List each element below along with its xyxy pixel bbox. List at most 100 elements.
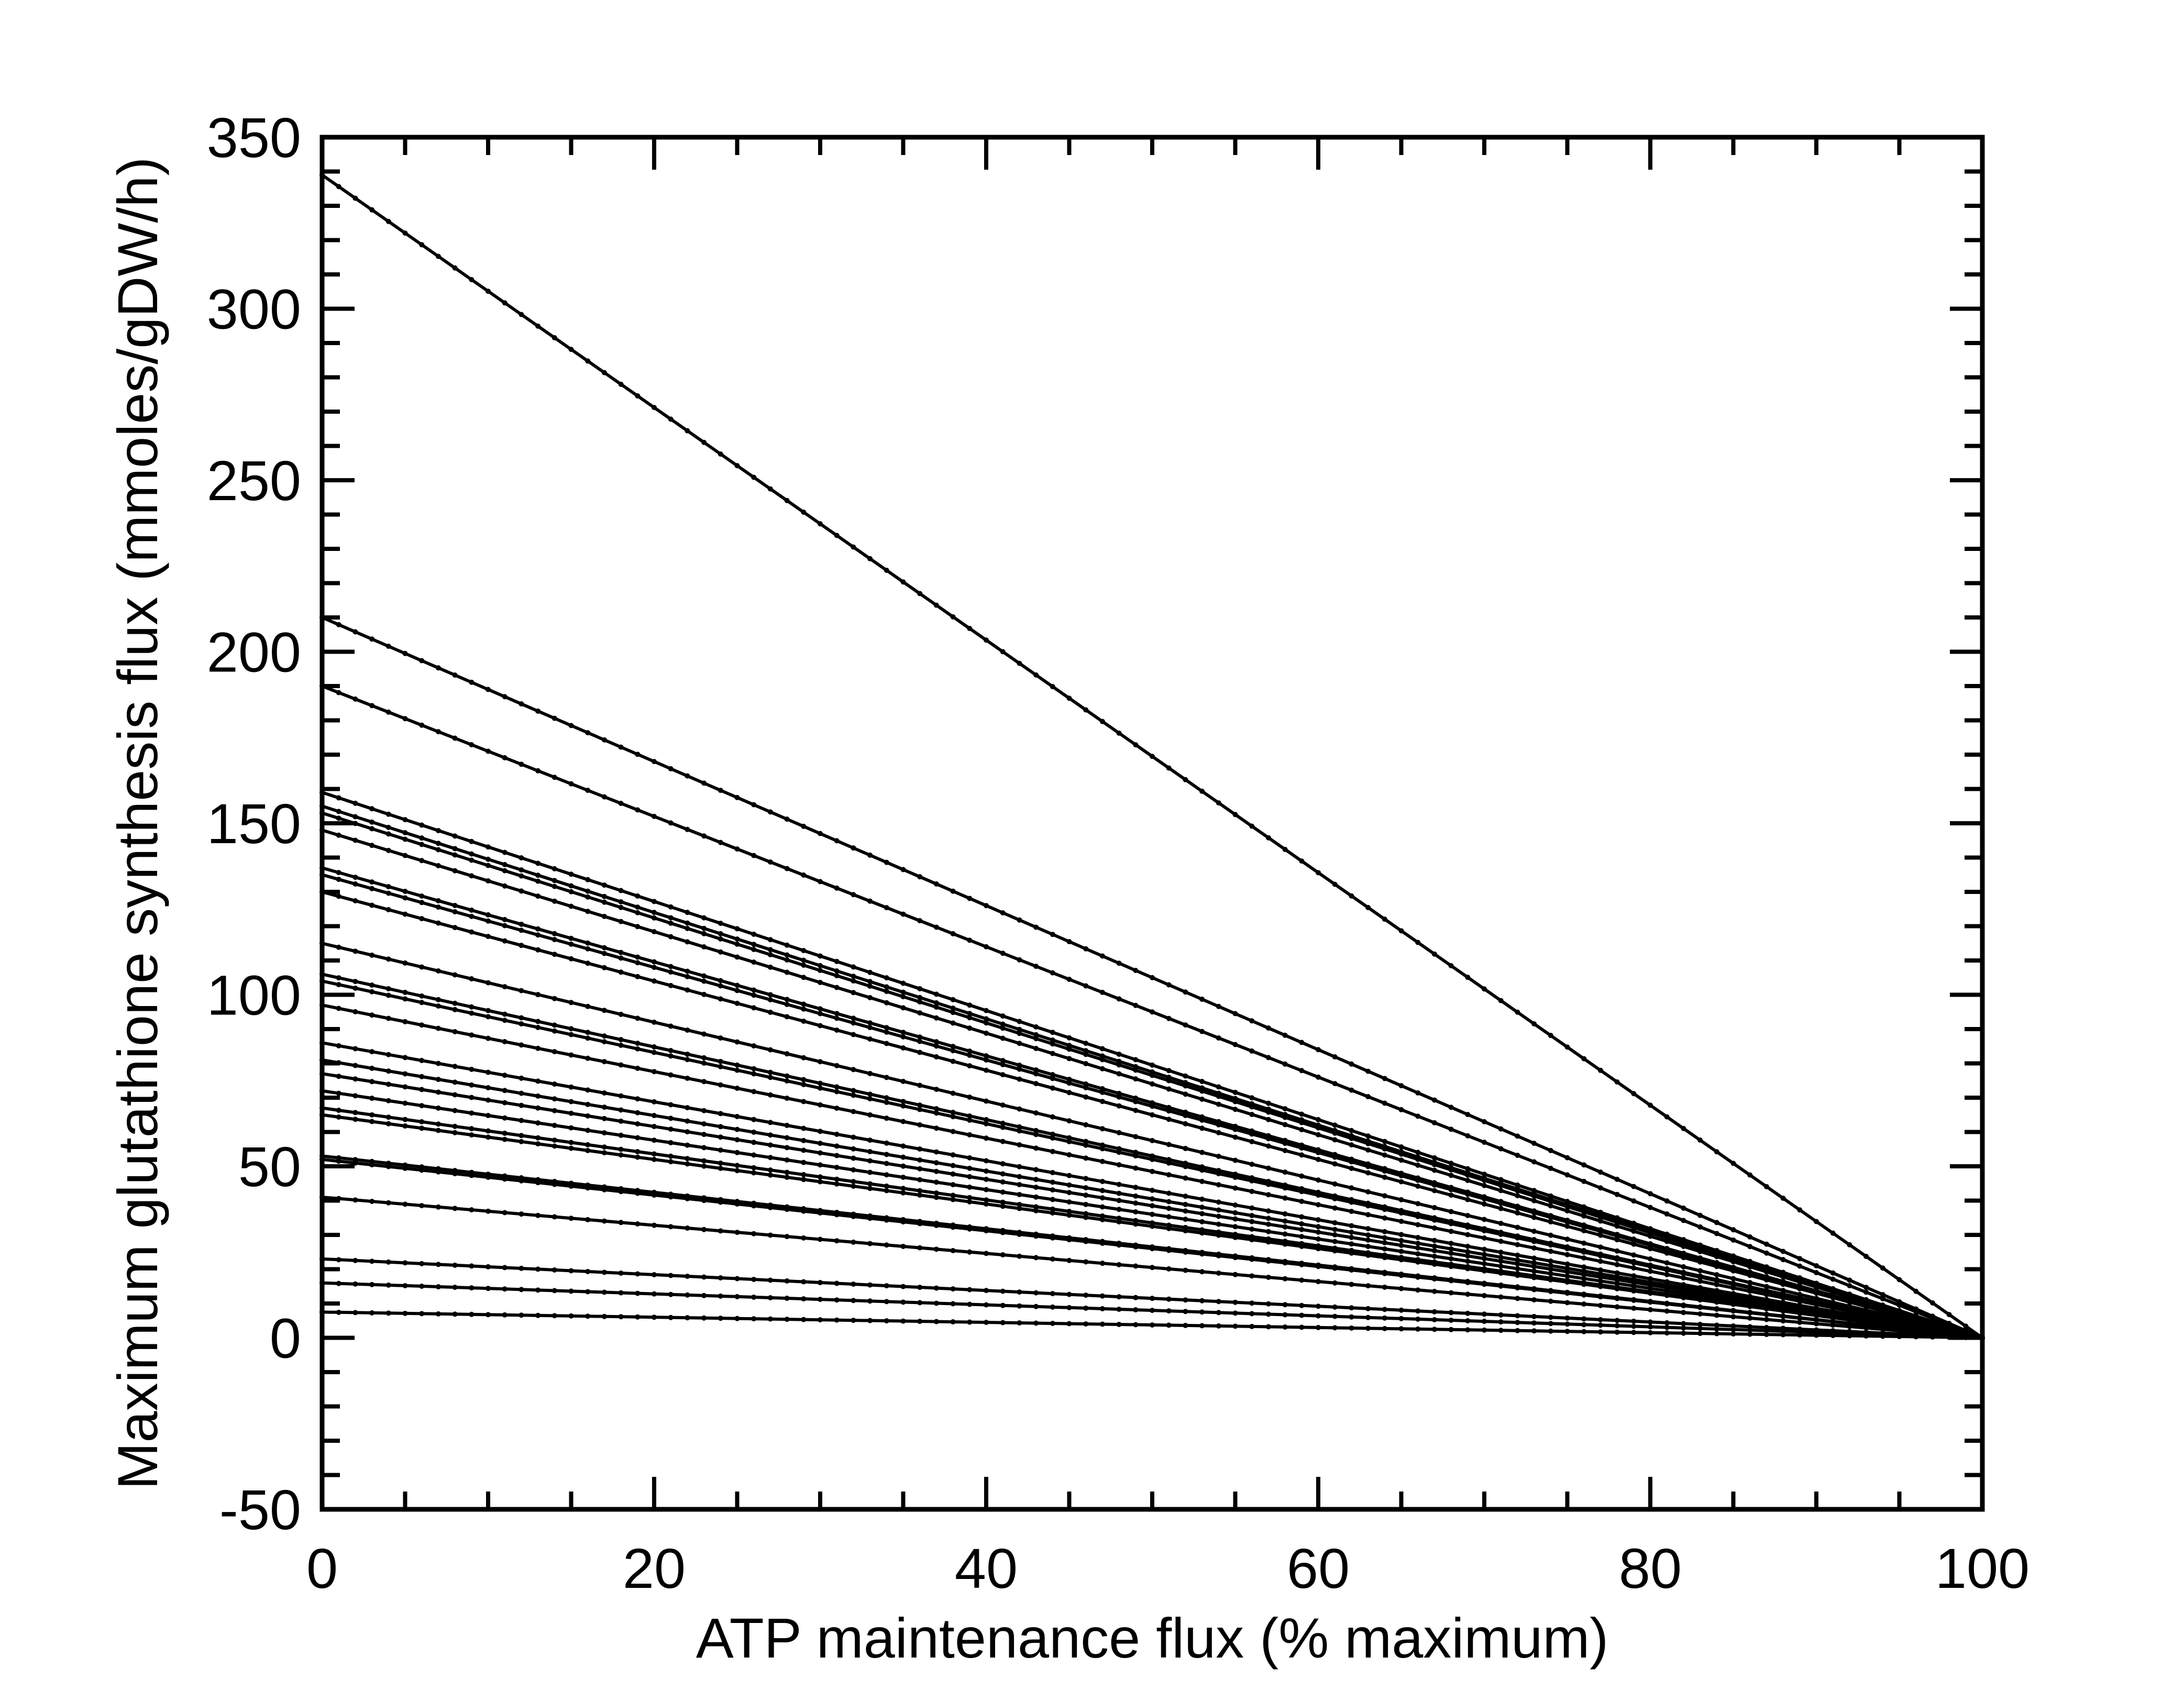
series-point (535, 860, 541, 866)
series-point (551, 952, 557, 957)
series-point (452, 833, 458, 839)
series-point (1465, 1291, 1471, 1297)
series-point (1482, 1196, 1487, 1202)
series-point (950, 1197, 956, 1202)
series-point (867, 969, 873, 975)
series-point (618, 1107, 624, 1113)
series-point (1133, 1076, 1139, 1082)
series-point (1664, 1211, 1670, 1217)
series-point (701, 978, 707, 984)
series-point (867, 1149, 873, 1155)
series-point (1681, 1303, 1686, 1309)
series-point (369, 879, 375, 885)
series-point (568, 935, 574, 941)
series-point (685, 773, 690, 779)
series-point (1780, 1257, 1786, 1263)
series-point (867, 1158, 873, 1164)
series-point (851, 1032, 856, 1037)
series-point (984, 1135, 989, 1141)
series-point (851, 1015, 856, 1021)
series-point (668, 982, 674, 988)
series-point (1597, 1244, 1603, 1250)
series-point (402, 889, 408, 894)
series-point (1066, 1076, 1072, 1082)
series-point (933, 1015, 939, 1021)
series-point (950, 1182, 956, 1188)
series-point (385, 992, 391, 998)
series-point (668, 1159, 674, 1165)
series-point (933, 1149, 939, 1155)
series-point (884, 984, 889, 990)
series-point (967, 1184, 973, 1190)
series-point (950, 1224, 956, 1230)
series-point (1415, 1090, 1421, 1096)
series-point (1332, 1196, 1338, 1201)
series-point (1415, 1241, 1421, 1246)
series-point (1382, 1271, 1387, 1276)
series-point (385, 1098, 391, 1103)
series-point (519, 1042, 524, 1048)
series-point (1199, 1323, 1205, 1329)
series-point (1714, 1307, 1719, 1312)
series-point (950, 1110, 956, 1115)
series-point (1780, 1196, 1786, 1201)
y-tick-label: 0 (270, 1307, 301, 1370)
series-point (1498, 1283, 1504, 1289)
series-point (950, 1171, 956, 1177)
series-point (1216, 1213, 1221, 1219)
series-point (1448, 1256, 1454, 1262)
series-point (1299, 1243, 1305, 1249)
series-point (1199, 997, 1205, 1002)
series-point (419, 658, 425, 664)
series-point (1564, 1315, 1570, 1321)
series-point (1797, 1286, 1803, 1291)
series-point (1017, 1181, 1022, 1187)
series-point (1033, 672, 1039, 678)
series-point (701, 991, 707, 997)
series-point (1780, 1318, 1786, 1324)
series-point (618, 1189, 624, 1195)
series-point (402, 1260, 408, 1266)
series-point (1232, 1042, 1238, 1047)
series-point (486, 863, 491, 868)
series-point (767, 809, 773, 815)
series-point (1066, 1257, 1072, 1263)
series-point (502, 1312, 508, 1318)
series-point (519, 1075, 524, 1081)
series-point (1349, 1142, 1354, 1148)
series-point (635, 1046, 641, 1052)
series-point (1515, 1252, 1520, 1258)
series-point (419, 1203, 425, 1209)
series-point (1763, 1306, 1769, 1312)
series-point (933, 1110, 939, 1116)
series-point (618, 1118, 624, 1124)
series-point (652, 910, 657, 915)
series-point (1116, 1162, 1122, 1168)
series-point (767, 947, 773, 953)
series-point (352, 1046, 358, 1052)
series-point (635, 893, 641, 899)
series-point (1382, 1193, 1387, 1199)
series-point (618, 969, 624, 975)
series-point (551, 1122, 557, 1128)
series-point (967, 1117, 973, 1123)
series-point (502, 1011, 508, 1017)
series-point (1548, 1271, 1553, 1276)
series-point (1631, 1306, 1637, 1311)
series-point (1830, 1322, 1836, 1328)
series-point (984, 1320, 989, 1326)
series-point (1448, 1327, 1454, 1332)
series-point (1780, 1288, 1786, 1294)
series-point (1349, 1209, 1354, 1214)
series-point (1896, 1302, 1902, 1308)
series-point (1083, 1139, 1089, 1144)
series-point (1548, 1242, 1553, 1248)
series-point (519, 1090, 524, 1096)
series-point (1382, 1307, 1387, 1312)
series-point (1349, 1185, 1354, 1191)
series-point (950, 931, 956, 936)
series-point (452, 1000, 458, 1006)
series-point (585, 1113, 591, 1119)
series-point (486, 1069, 491, 1075)
series-point (933, 1086, 939, 1092)
